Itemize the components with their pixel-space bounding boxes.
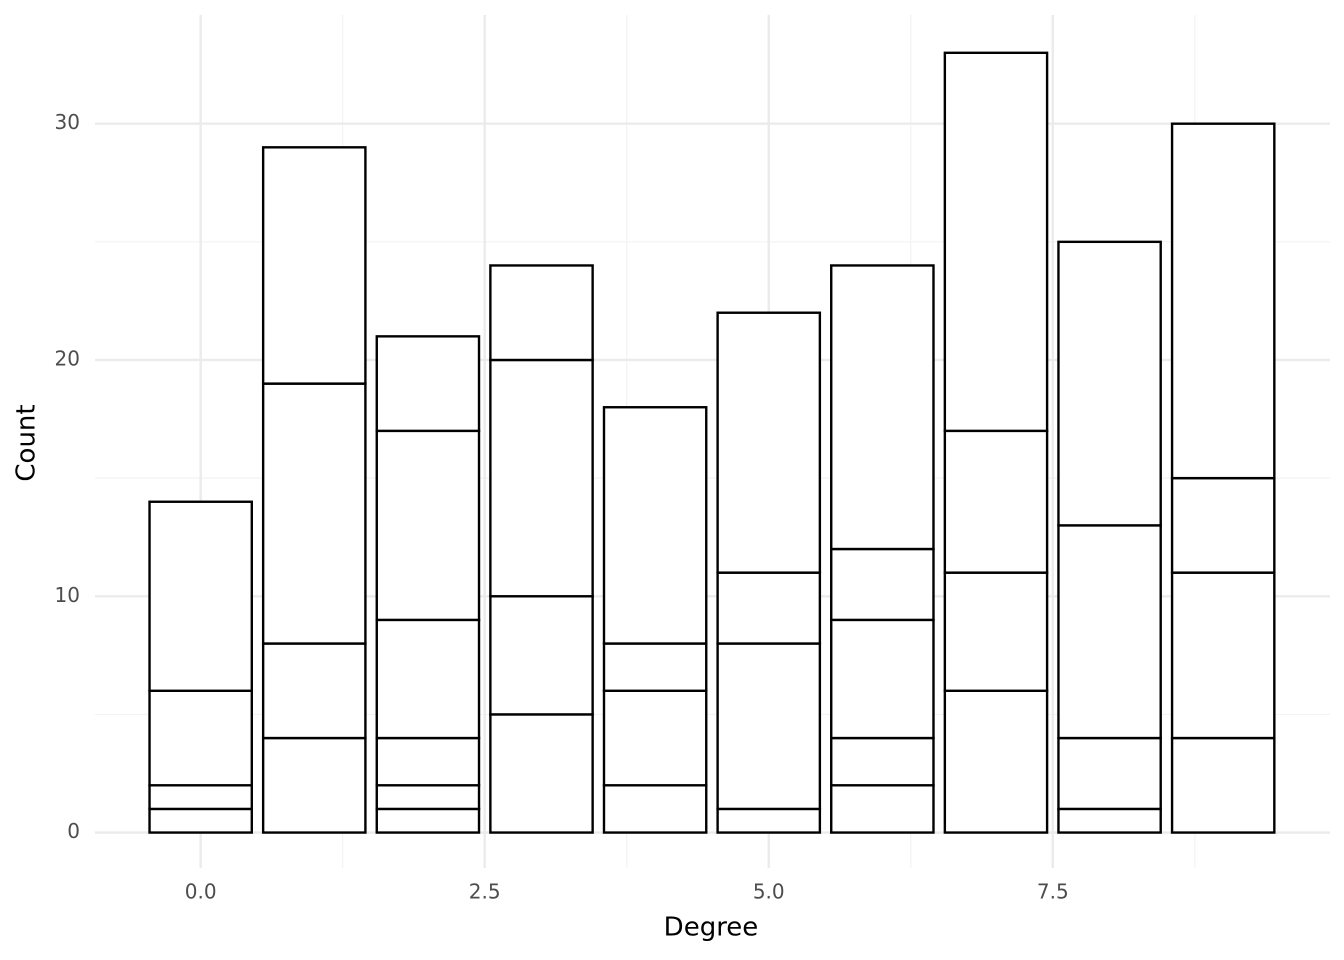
bar-segment [943, 689, 1049, 834]
bar-segment [943, 571, 1049, 692]
bar-segment [602, 689, 708, 787]
bar-segment [1057, 524, 1162, 740]
bar-segment [261, 642, 367, 740]
bar-segment [602, 406, 708, 645]
x-tick-label: 2.5 [469, 880, 501, 904]
bar-segment [489, 358, 594, 598]
bar-segment [148, 689, 253, 787]
bar-segment [489, 595, 594, 716]
y-tick-label: 30 [55, 110, 80, 134]
bar-segment [375, 618, 481, 740]
bar-segment [1170, 122, 1276, 480]
y-tick-label: 10 [55, 583, 80, 607]
bar-segment [1057, 807, 1162, 834]
y-tick-label: 20 [55, 346, 80, 370]
bar-segment [716, 571, 822, 645]
bar-segment [1170, 571, 1276, 740]
bar-segment [830, 784, 935, 834]
bar-segment [830, 547, 935, 622]
bar-segment [261, 146, 367, 385]
bar-segment [716, 807, 822, 834]
y-tick-label: 0 [67, 819, 80, 843]
bar-segment [375, 429, 481, 622]
x-axis-label: Degree [664, 913, 759, 943]
x-tick-label: 7.5 [1037, 880, 1069, 904]
bar-segment [1170, 476, 1276, 574]
bar-segment [830, 736, 935, 787]
bar-segment [489, 713, 594, 834]
bar-segment [375, 784, 481, 811]
x-tick-label: 5.0 [753, 880, 785, 904]
bar-segment [1057, 736, 1162, 811]
bar-segment [830, 264, 935, 551]
bar-segment [716, 642, 822, 811]
bar-segment [830, 618, 935, 740]
bar-segment [261, 736, 367, 834]
bar-segment [716, 311, 822, 574]
bar-segment [375, 335, 481, 433]
bar-segment [489, 264, 594, 362]
bar-segment [943, 51, 1049, 433]
bar-segment [148, 500, 253, 692]
bar-segment [1057, 240, 1162, 527]
bar-segment [602, 784, 708, 834]
x-tick-label: 0.0 [185, 880, 217, 904]
y-axis-label: Count [12, 404, 42, 481]
bar-segment [148, 784, 253, 811]
bar-segment [1170, 736, 1276, 834]
bar-segment [602, 642, 708, 692]
bar-segment [261, 382, 367, 645]
bar-segment [148, 807, 253, 834]
bar-segment [375, 807, 481, 834]
bar-segment [375, 736, 481, 787]
bar-segment [943, 429, 1049, 574]
